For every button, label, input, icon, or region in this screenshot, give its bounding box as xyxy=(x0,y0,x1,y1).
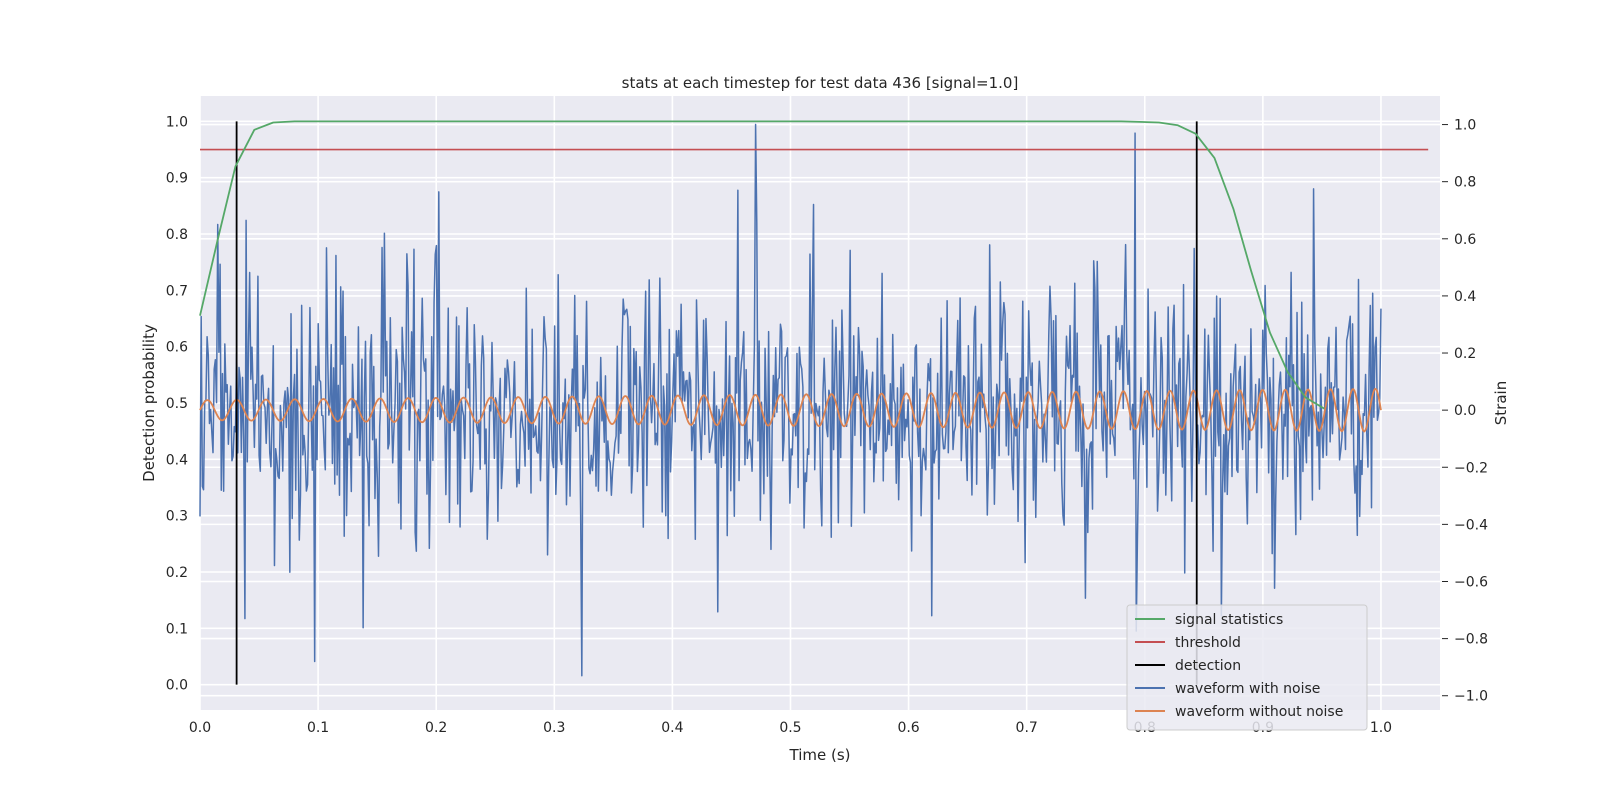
x-tick-label: 0.3 xyxy=(543,720,565,736)
left-y-tick-label: 0.4 xyxy=(166,452,188,468)
x-tick-label: 0.2 xyxy=(425,720,447,736)
legend-label: detection xyxy=(1175,658,1241,674)
right-y-tick-label: 0.6 xyxy=(1454,232,1476,248)
right-y-tick-label: −0.8 xyxy=(1454,632,1488,648)
legend-label: waveform without noise xyxy=(1175,704,1343,720)
x-tick-label: 0.6 xyxy=(897,720,919,736)
legend-label: signal statistics xyxy=(1175,612,1283,628)
series-signal-statistics xyxy=(199,120,1325,410)
left-y-tick-label: 0.6 xyxy=(166,340,188,356)
legend-label: threshold xyxy=(1175,635,1241,651)
left-y-tick-label: 1.0 xyxy=(166,114,188,130)
series-waveform-without-noise xyxy=(199,387,1382,433)
left-y-axis: 0.0 0.1 0.2 0.3 0.4 0.5 0.6 0.7 0.8 0.9 1.0 xyxy=(166,114,188,693)
x-axis-label: Time (s) xyxy=(789,746,851,764)
right-y-tick-label: 0.8 xyxy=(1454,175,1476,191)
right-y-axis: −1.0 −0.8 −0.6 −0.4 −0.2 0.0 0.2 0.4 0.6 0.8 1.0 xyxy=(1442,118,1488,705)
x-tick-label: 1.0 xyxy=(1370,720,1392,736)
right-y-axis-label: Strain xyxy=(1492,381,1510,425)
left-y-tick-label: 0.7 xyxy=(166,283,188,299)
x-tick-label: 0.7 xyxy=(1016,720,1038,736)
x-tick-label: 0.1 xyxy=(307,720,329,736)
right-y-tick-label: −0.6 xyxy=(1454,574,1488,590)
left-y-tick-label: 0.5 xyxy=(166,396,188,412)
left-y-tick-label: 0.0 xyxy=(166,678,188,694)
right-y-tick-label: 1.0 xyxy=(1454,118,1476,134)
left-y-tick-label: 0.3 xyxy=(166,509,188,525)
left-y-axis-label: Detection probability xyxy=(140,324,158,482)
chart-title: stats at each timestep for test data 436… xyxy=(622,74,1019,92)
x-tick-label: 0.0 xyxy=(189,720,211,736)
right-y-tick-label: 0.0 xyxy=(1454,403,1476,419)
left-y-tick-label: 0.8 xyxy=(166,227,188,243)
legend-label: waveform with noise xyxy=(1175,681,1320,697)
right-y-tick-label: 0.4 xyxy=(1454,289,1476,305)
right-y-tick-label: −1.0 xyxy=(1454,689,1488,705)
x-tick-label: 0.5 xyxy=(779,720,801,736)
x-tick-label: 0.4 xyxy=(661,720,683,736)
legend: signal statistics threshold detection wavef… xyxy=(1126,604,1368,731)
left-y-tick-label: 0.2 xyxy=(166,565,188,581)
legend-box xyxy=(1126,604,1368,731)
right-y-tick-label: 0.2 xyxy=(1454,346,1476,362)
left-y-tick-label: 0.9 xyxy=(166,171,188,187)
left-y-tick-label: 0.1 xyxy=(166,621,188,637)
series-waveform-with-noise xyxy=(199,123,1382,677)
series xyxy=(199,120,1429,685)
right-y-tick-label: −0.2 xyxy=(1454,460,1488,476)
right-y-tick-label: −0.4 xyxy=(1454,517,1488,533)
